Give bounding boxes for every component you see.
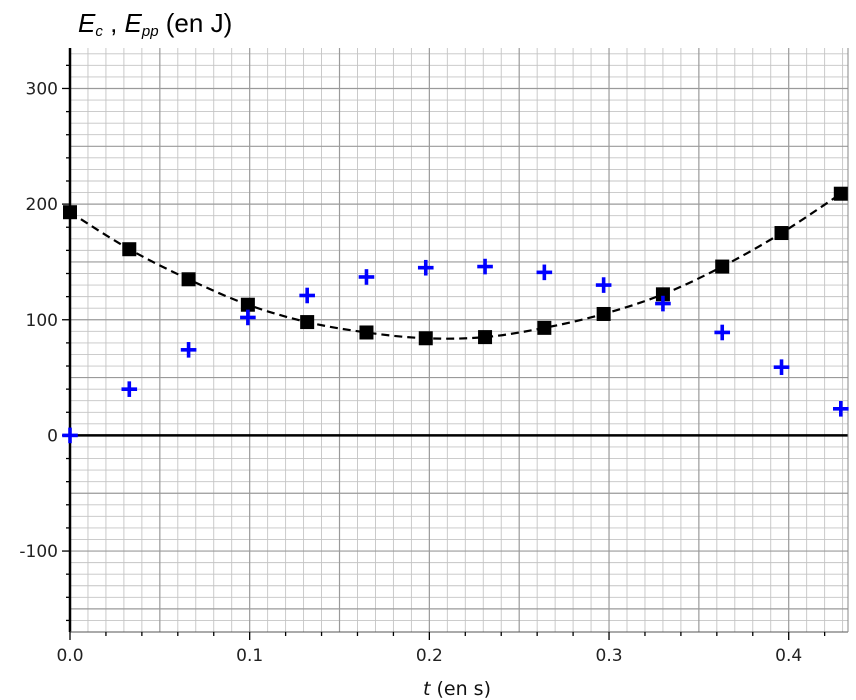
title-epp-subscript: pp bbox=[141, 23, 159, 40]
data-points bbox=[62, 186, 849, 444]
y-tick-label: 100 bbox=[26, 311, 58, 331]
ec-square-point bbox=[240, 297, 255, 312]
axes bbox=[68, 48, 849, 633]
x-tick-label: 0.3 bbox=[596, 646, 623, 666]
x-tick-label: 0.0 bbox=[56, 646, 83, 666]
epp-plus-point bbox=[773, 359, 790, 375]
epp-plus-point bbox=[477, 258, 493, 275]
title-unit: (en J) bbox=[158, 8, 233, 38]
chart-title: Ec , Epp (en J) bbox=[78, 8, 232, 40]
epp-plus-point bbox=[417, 259, 434, 276]
title-separator: , bbox=[102, 8, 125, 38]
y-tick-label: 0 bbox=[47, 426, 58, 446]
ec-square-point bbox=[774, 226, 789, 241]
tick-labels: -100 0 100 200 300 0.0 0.1 0.2 0.3 0.4 bbox=[19, 79, 802, 666]
ec-square-point bbox=[63, 205, 77, 220]
epp-plus-point bbox=[714, 324, 731, 341]
x-axis-label-unit: (en s) bbox=[430, 678, 491, 700]
ec-square-point bbox=[715, 259, 730, 274]
major-grid bbox=[69, 48, 848, 632]
ticks bbox=[62, 64, 826, 640]
ec-square-point bbox=[181, 272, 196, 287]
title-ec-subscript: c bbox=[95, 23, 103, 40]
ec-square-point bbox=[478, 330, 493, 345]
ec-square-point bbox=[418, 331, 433, 346]
x-axis-label: t (en s) bbox=[423, 678, 491, 700]
x-tick-label: 0.2 bbox=[416, 646, 443, 666]
ec-square-point bbox=[122, 242, 137, 257]
x-tick-label: 0.1 bbox=[236, 646, 263, 666]
ec-square-point bbox=[359, 325, 374, 340]
ec-square-point bbox=[833, 186, 848, 201]
epp-plus-point bbox=[655, 295, 671, 312]
epp-plus-point bbox=[536, 264, 553, 281]
minor-grid bbox=[70, 48, 848, 633]
y-tick-label: -100 bbox=[19, 542, 58, 562]
epp-plus-point bbox=[595, 277, 612, 293]
epp-plus-point bbox=[121, 381, 138, 397]
y-tick-label: 200 bbox=[26, 195, 58, 215]
epp-plus-point bbox=[240, 309, 256, 326]
epp-plus-point bbox=[299, 287, 315, 304]
title-epp-symbol: E bbox=[124, 8, 142, 38]
epp-plus-point bbox=[62, 427, 78, 444]
epp-plus-point bbox=[180, 342, 197, 358]
ec-square-point bbox=[537, 320, 552, 335]
ec-square-point bbox=[300, 315, 315, 330]
y-tick-label: 300 bbox=[26, 79, 58, 99]
ec-square-point bbox=[596, 306, 611, 321]
ec-square-point bbox=[655, 287, 670, 302]
epp-plus-point bbox=[833, 401, 849, 417]
epp-plus-point bbox=[358, 269, 375, 285]
x-tick-label: 0.4 bbox=[775, 646, 802, 666]
title-ec-symbol: E bbox=[78, 8, 96, 38]
x-axis-label-var: t bbox=[423, 678, 432, 700]
